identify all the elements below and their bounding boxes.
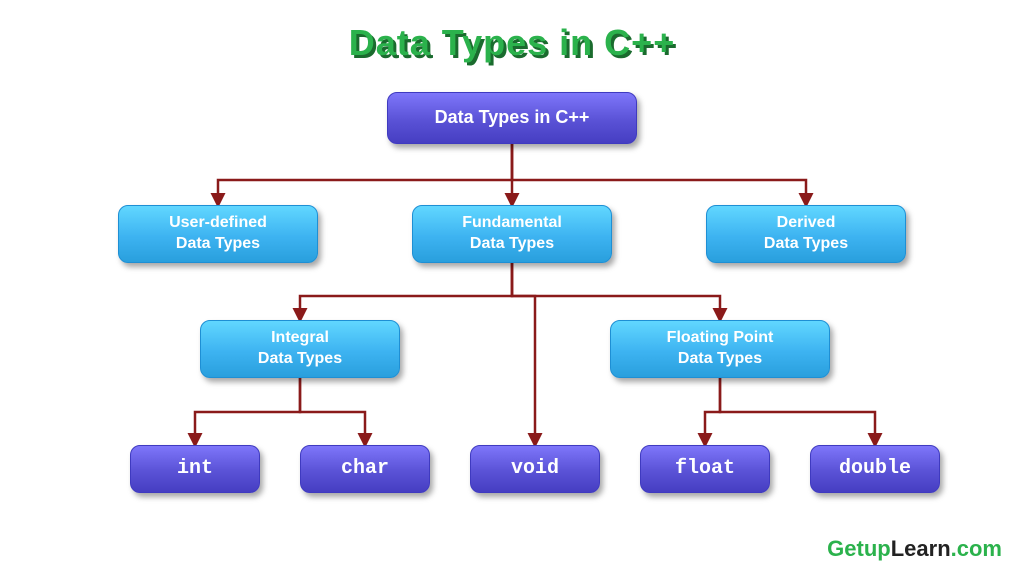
edge-floating-double [720,378,875,445]
watermark-part3: .com [951,536,1002,561]
edge-fundamental-floating [512,263,720,320]
node-fundamental: Fundamental Data Types [412,205,612,263]
node-root: Data Types in C++ [387,92,637,144]
edge-integral-char [300,378,365,445]
node-char: char [300,445,430,493]
node-userdef: User-defined Data Types [118,205,318,263]
edge-root-derived [512,144,806,205]
node-void: void [470,445,600,493]
edge-fundamental-integral [300,263,512,320]
node-double: double [810,445,940,493]
page-title: Data Types in C++ [0,22,1024,64]
edge-integral-int [195,378,300,445]
edge-fundamental-void [512,263,535,445]
edge-floating-float [705,378,720,445]
node-derived: Derived Data Types [706,205,906,263]
edge-root-userdef [218,144,512,205]
node-int: int [130,445,260,493]
node-floating: Floating Point Data Types [610,320,830,378]
watermark-part1: Getup [827,536,891,561]
watermark-part2: Learn [891,536,951,561]
node-integral: Integral Data Types [200,320,400,378]
node-float: float [640,445,770,493]
watermark: GetupLearn.com [827,536,1002,562]
